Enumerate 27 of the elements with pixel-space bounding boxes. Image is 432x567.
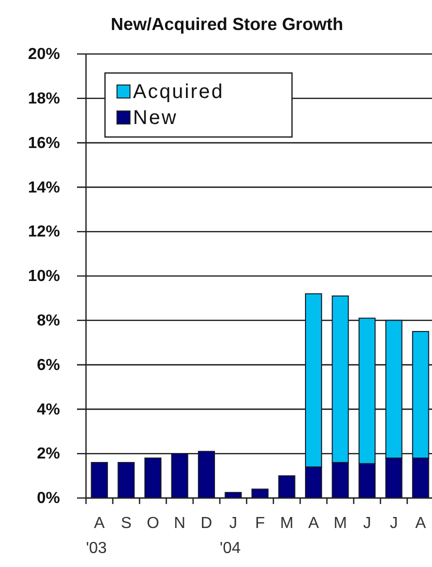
x-tick-label: A	[415, 515, 426, 532]
legend-label: New	[133, 107, 178, 129]
legend-label: Acquired	[133, 81, 224, 103]
y-tick-label: 20%	[28, 46, 60, 64]
x-tick-label: A	[308, 515, 320, 532]
x-tick-label: M	[280, 515, 294, 532]
x-tick-label: O	[146, 515, 160, 532]
x-tick-label: M	[334, 515, 347, 532]
y-tick-label: 6%	[36, 356, 60, 374]
x-tick-label: N	[174, 515, 186, 532]
y-tick-label: 14%	[28, 179, 60, 196]
x-tick-label: F	[255, 515, 266, 532]
x-tick-label: J	[390, 515, 398, 532]
y-tick-label: 12%	[28, 224, 60, 241]
x-tick-label: A '03	[86, 515, 107, 557]
y-tick-label: 10%	[28, 268, 60, 286]
y-tick-label: 18%	[28, 90, 60, 108]
y-tick-label: 4%	[36, 401, 60, 418]
x-tick-label: J	[363, 515, 372, 532]
x-tick-label: S	[120, 515, 132, 532]
chart-title: New/Acquired Store Growth	[110, 14, 344, 34]
y-tick-label: 16%	[28, 134, 60, 152]
y-tick-label: 8%	[36, 312, 60, 330]
x-tick-label: J '04	[220, 515, 241, 557]
y-tick-label: 0%	[36, 490, 60, 508]
y-tick-label: 2%	[36, 446, 60, 463]
x-tick-label: D	[200, 515, 212, 532]
